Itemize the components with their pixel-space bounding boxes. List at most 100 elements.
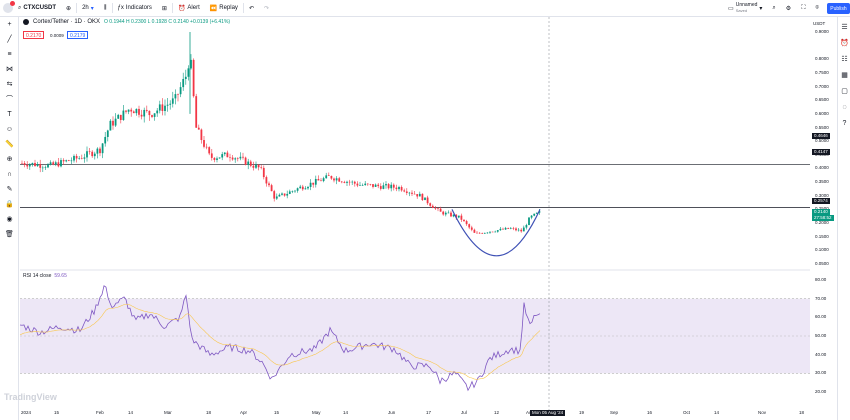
candle-body	[353, 181, 356, 184]
candle-body	[252, 165, 255, 168]
rsi-legend[interactable]: RSI 14 close 59.65	[23, 273, 67, 279]
candle-body	[499, 228, 502, 231]
candle-body	[112, 120, 114, 126]
zoom-icon[interactable]: ⊕	[6, 156, 13, 163]
gear-icon: ⚙	[785, 5, 792, 12]
candle-body	[509, 228, 512, 229]
buy-price[interactable]: 0.2179	[67, 31, 89, 39]
rsi-axis-label: 50.00	[815, 333, 827, 338]
candle-body	[356, 183, 359, 186]
trend-line-icon[interactable]: ╱	[7, 36, 12, 43]
fullscreen-button[interactable]: ⛶	[796, 0, 810, 17]
candle-body	[390, 184, 393, 189]
candle-body	[119, 114, 122, 121]
replay-label: Replay	[219, 5, 238, 11]
countdown-tag: 27:58:52	[812, 215, 834, 221]
news-icon[interactable]: ☷	[841, 56, 848, 63]
candle-body	[442, 211, 445, 215]
candle-body	[405, 191, 408, 193]
crosshair-icon[interactable]: +	[7, 21, 12, 28]
candle-body	[239, 156, 242, 159]
ruler-icon[interactable]: 📏	[5, 141, 14, 148]
candle-body	[177, 94, 179, 95]
time-axis-label: Apr	[240, 410, 248, 415]
candle-body	[270, 185, 273, 192]
measure-icon[interactable]: ⇆	[6, 81, 13, 88]
divider	[76, 3, 78, 13]
quick-search-button[interactable]: ⌕	[767, 0, 780, 17]
candle-body	[395, 187, 398, 190]
alert-label: Alert	[187, 5, 200, 11]
candle-body	[437, 208, 439, 209]
candle-body	[138, 108, 140, 115]
text-icon[interactable]: T	[7, 111, 12, 118]
watchlist-icon[interactable]: ☰	[841, 24, 848, 31]
undo-button[interactable]: ↶	[244, 0, 259, 17]
rsi-ma-line	[19, 303, 541, 380]
candle-body	[106, 130, 109, 137]
candle-body	[291, 191, 294, 192]
candle-body	[413, 193, 416, 195]
candle-body	[338, 178, 341, 182]
eye-icon[interactable]: ◉	[6, 216, 13, 223]
candle-body	[127, 109, 130, 112]
candle-body	[444, 212, 447, 215]
candle-body	[385, 184, 387, 186]
chart-title[interactable]: Cortex/Tether · 1D · OKX	[33, 19, 101, 25]
alert-button[interactable]: ⏰ Alert	[173, 0, 205, 17]
candle-body	[322, 178, 325, 182]
candle-body	[439, 208, 442, 212]
candle-body	[213, 157, 216, 160]
chat-icon[interactable]: ▢	[841, 88, 848, 95]
templates-button[interactable]: ⊞	[157, 0, 172, 17]
symbol-search[interactable]: ⌕ CTXCUSDT	[13, 0, 61, 17]
candle-body	[83, 157, 86, 159]
ideas-icon[interactable]: ◌	[842, 104, 847, 111]
notification-dot	[10, 1, 15, 6]
settings-button[interactable]: ⚙	[781, 0, 796, 17]
candle-body	[96, 148, 99, 154]
publish-button[interactable]: Publish	[827, 3, 850, 14]
emoji-icon[interactable]: ☺	[5, 126, 14, 133]
lock-icon[interactable]: 🔒	[5, 201, 14, 208]
candle-body	[348, 181, 351, 183]
layout-button[interactable]: ▭ Unnamed Saved ▾	[723, 0, 767, 17]
rsi-value: 59.65	[54, 273, 67, 279]
candle-body	[398, 187, 400, 190]
trash-icon[interactable]: 🗑	[5, 231, 14, 238]
indicators-icon: ƒx	[117, 5, 124, 11]
help-icon[interactable]: ?	[842, 120, 847, 127]
candle-body	[34, 162, 36, 167]
candle-body	[535, 212, 538, 214]
candle-body	[520, 229, 523, 232]
brush-icon[interactable]: ⌒	[6, 96, 13, 103]
interval-button[interactable]: 2h ▾	[77, 0, 99, 17]
replay-button[interactable]: ⏪ Replay	[205, 0, 243, 17]
magnet-icon[interactable]: ∩	[6, 171, 13, 178]
redo-button[interactable]: ↷	[259, 0, 274, 17]
currency-label[interactable]: USDT	[813, 21, 826, 26]
compare-button[interactable]: ⊕	[61, 0, 76, 17]
calendar-icon[interactable]: ▦	[841, 72, 848, 79]
snapshot-button[interactable]: ⌾	[810, 0, 824, 17]
sell-price[interactable]: 0.2170	[23, 31, 45, 39]
user-avatar[interactable]	[3, 1, 15, 13]
drawing-toolbar: + ╱ ≡ ⋈ ⇆ ⌒ T ☺ 📏 ⊕ ∩ ✎ 🔒 ◉ 🗑	[0, 17, 19, 420]
candle-body	[486, 232, 489, 234]
ohlc-values: O 0.1944 H 0.2300 L 0.1928 C 0.2140 +0.0…	[104, 19, 231, 25]
rsi-axis-label: 40.00	[815, 351, 827, 357]
chart-type-button[interactable]: ⫼	[99, 0, 112, 17]
candle-body	[431, 205, 434, 208]
divider	[111, 3, 113, 13]
fib-icon[interactable]: ≡	[7, 51, 12, 58]
pattern-icon[interactable]: ⋈	[6, 66, 13, 73]
indicators-button[interactable]: ƒx Indicators	[113, 0, 157, 17]
candle-body	[434, 207, 437, 209]
candle-body	[247, 161, 250, 165]
lock-draw-icon[interactable]: ✎	[6, 186, 13, 193]
candle-body	[538, 211, 541, 213]
candle-body	[491, 231, 494, 233]
alerts-icon[interactable]: ⏰	[840, 40, 849, 47]
rsi-band	[20, 298, 810, 374]
